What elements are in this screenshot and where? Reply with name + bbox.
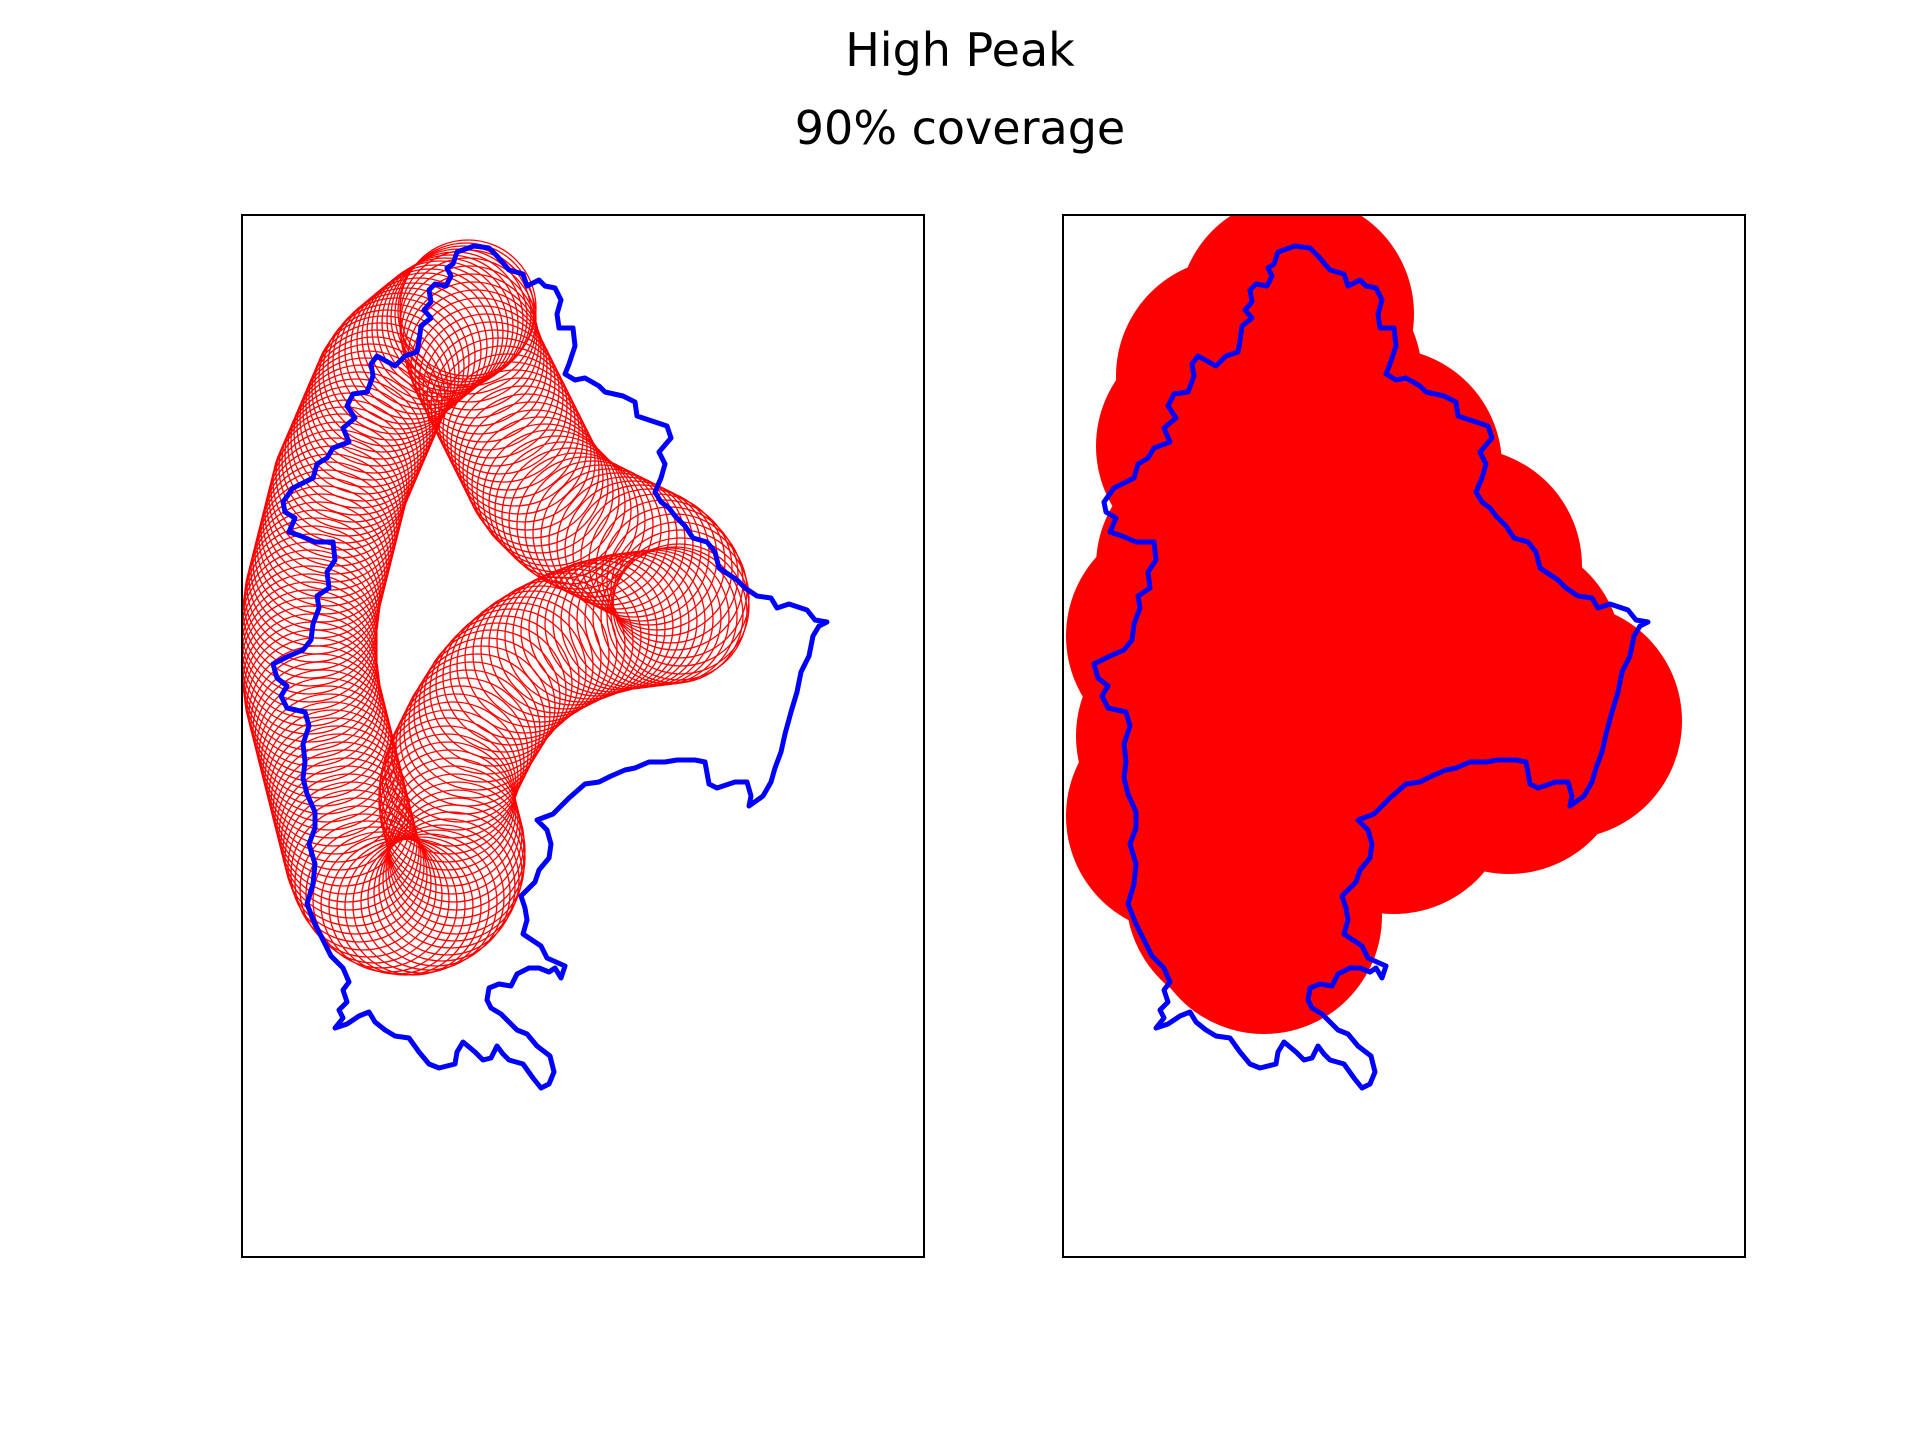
coverage-circle bbox=[496, 572, 634, 710]
coverage-circle bbox=[556, 476, 694, 614]
coverage-circle bbox=[281, 392, 419, 530]
district-boundary bbox=[1091, 243, 1651, 1091]
coverage-circle bbox=[254, 669, 392, 807]
coverage-circle bbox=[246, 637, 384, 775]
filled-coverage-map bbox=[1066, 216, 1682, 1091]
coverage-circle bbox=[446, 369, 584, 507]
coverage-circle bbox=[476, 423, 614, 561]
coverage-circle bbox=[278, 765, 416, 903]
coverage-circle bbox=[290, 371, 428, 509]
coverage-circle bbox=[378, 818, 516, 956]
coverage-circle bbox=[413, 645, 551, 783]
coverage-circle bbox=[449, 602, 587, 740]
coverage-circle bbox=[399, 669, 537, 807]
coverage-circle bbox=[382, 811, 520, 949]
coverage-circle bbox=[572, 484, 710, 622]
coverage-circle bbox=[462, 401, 600, 539]
coverage-circle bbox=[456, 596, 594, 734]
coverage-circle bbox=[410, 297, 548, 435]
coverage-circle bbox=[612, 529, 750, 667]
coverage-circle bbox=[450, 377, 588, 515]
coverage-circle bbox=[426, 329, 564, 467]
coverage-circle bbox=[284, 789, 422, 927]
coverage-circle bbox=[404, 281, 542, 419]
coverage-circle bbox=[600, 547, 738, 685]
coverage-circle bbox=[403, 661, 541, 799]
coverage-circle bbox=[595, 499, 733, 637]
coverage-circle bbox=[532, 464, 670, 602]
coverage-circle bbox=[414, 305, 552, 443]
coverage-circle bbox=[520, 562, 658, 700]
coverage-circle bbox=[290, 805, 428, 943]
coverage-circle bbox=[352, 836, 490, 974]
coverage-circle bbox=[458, 393, 596, 531]
panel-outline-circles bbox=[241, 214, 925, 1258]
coverage-circle bbox=[472, 585, 610, 723]
outline-circles-map bbox=[243, 239, 830, 1091]
coverage-circle bbox=[287, 378, 425, 516]
coverage-circle bbox=[294, 813, 432, 951]
coverage-circle bbox=[466, 409, 604, 547]
coverage-circle bbox=[387, 693, 525, 831]
coverage-circle bbox=[1246, 568, 1482, 804]
panel-filled-union bbox=[1062, 214, 1746, 1258]
coverage-circle bbox=[399, 239, 537, 377]
coverage-circle bbox=[524, 460, 662, 598]
coverage-circle bbox=[371, 260, 509, 398]
coverage-circle bbox=[256, 677, 394, 815]
coverage-circle bbox=[536, 557, 674, 695]
coverage-circle bbox=[430, 337, 568, 475]
coverage-circle bbox=[312, 831, 450, 969]
coverage-circle bbox=[327, 297, 465, 435]
coverage-circle bbox=[243, 549, 379, 687]
coverage-circle bbox=[320, 835, 458, 973]
coverage-circle bbox=[344, 838, 482, 976]
coverage-circle bbox=[383, 757, 521, 895]
coverage-circle bbox=[564, 480, 702, 618]
coverage-circle bbox=[464, 590, 602, 728]
coverage-circle bbox=[402, 273, 540, 411]
coverage-circle bbox=[282, 781, 420, 919]
coverage-circle bbox=[435, 615, 573, 753]
coverage-circle bbox=[471, 416, 609, 554]
coverage-circle bbox=[516, 456, 654, 594]
coverage-circle bbox=[606, 546, 744, 684]
coverage-circle bbox=[366, 264, 504, 402]
coverage-circle bbox=[418, 637, 556, 775]
coverage-circle bbox=[367, 829, 505, 967]
coverage-circle bbox=[381, 709, 519, 847]
coverage-circle bbox=[423, 629, 561, 767]
coverage-circle bbox=[548, 472, 686, 610]
figure-subtitle: 90% coverage bbox=[794, 101, 1126, 155]
coverage-circles-filled bbox=[1066, 216, 1682, 1034]
coverage-circle bbox=[275, 406, 413, 544]
coverage-circle bbox=[381, 749, 519, 887]
coverage-circle bbox=[344, 282, 482, 420]
coverage-circle bbox=[442, 361, 580, 499]
coverage-circle bbox=[246, 517, 384, 655]
coverage-circle bbox=[418, 313, 556, 451]
coverage-circle bbox=[434, 345, 572, 483]
coverage-circle bbox=[438, 353, 576, 491]
coverage-circle bbox=[299, 820, 437, 958]
district-boundary bbox=[270, 243, 830, 1091]
coverage-circle bbox=[429, 622, 567, 760]
coverage-circle bbox=[488, 435, 626, 573]
figure-title: High Peak bbox=[845, 23, 1075, 77]
